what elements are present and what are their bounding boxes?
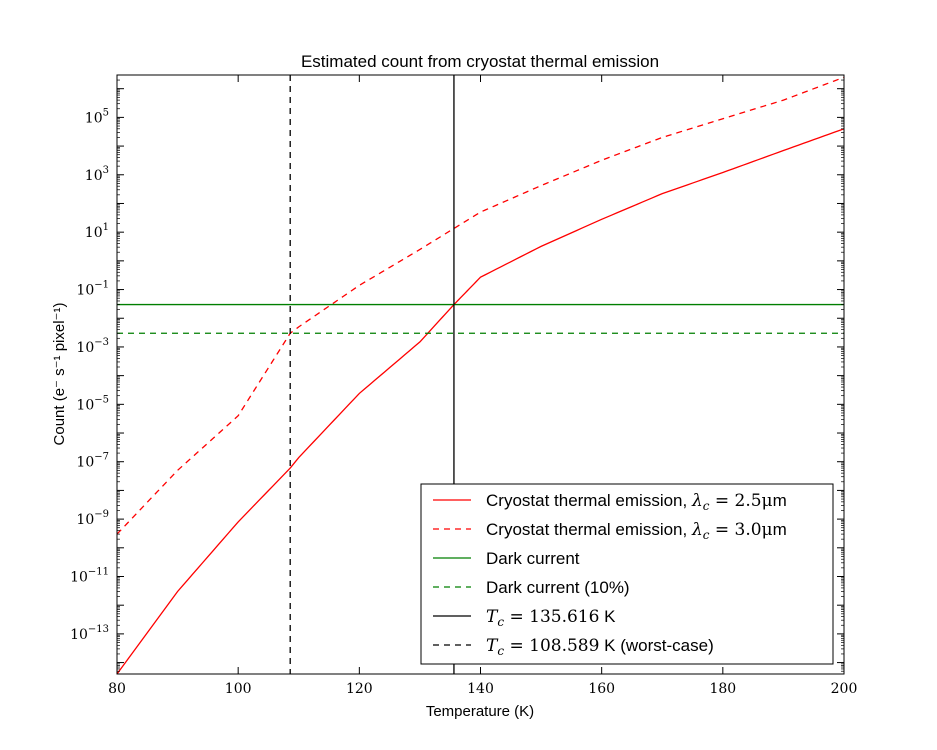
legend-frame [420, 483, 834, 665]
y-tick-label: 101 [85, 222, 109, 241]
legend: Cryostat thermal emission, λc = 2.5μm Cry… [420, 483, 834, 665]
legend-label: Cryostat thermal emission, λc = 2.5μm [486, 491, 787, 513]
legend-label: Cryostat thermal emission, λc = 3.0μm [486, 520, 787, 542]
x-tick-label: 140 [467, 681, 494, 697]
legend-label: Tc = 108.589 K (worst-case) [486, 636, 714, 658]
x-axis-label: Temperature (K) [426, 703, 534, 720]
x-tick-label: 160 [588, 681, 615, 697]
tick-layer: 80 100 120 140 160 180 200 10−13 10−11 10−9 10−7 10… [70, 74, 858, 697]
y-tick-label: 10−7 [76, 452, 109, 471]
legend-label: Tc = 135.616 K [486, 607, 616, 629]
chart-title: Estimated count from cryostat thermal em… [301, 52, 659, 71]
y-tick-label: 10−1 [76, 280, 109, 299]
x-tick-label: 100 [225, 681, 252, 697]
y-tick-label: 105 [85, 107, 109, 126]
plot-frame [116, 74, 845, 675]
x-tick-label: 200 [831, 681, 858, 697]
y-axis-label: Count (e⁻ s⁻¹ pixel⁻¹) [51, 303, 68, 446]
legend-label: Dark current (10%) [486, 578, 630, 597]
y-tick-label: 10−3 [76, 337, 109, 356]
x-tick-label: 80 [108, 681, 126, 697]
y-tick-label: 10−11 [70, 566, 109, 585]
y-tick-label: 10−5 [76, 394, 109, 413]
y-tick-label: 10−9 [76, 509, 109, 528]
y-tick-label: 10−13 [70, 624, 109, 643]
x-tick-label: 180 [709, 681, 736, 697]
x-tick-label: 120 [346, 681, 373, 697]
series-line-2 [117, 76, 844, 535]
legend-label: Dark current [486, 549, 580, 568]
y-tick-label: 103 [85, 165, 109, 184]
